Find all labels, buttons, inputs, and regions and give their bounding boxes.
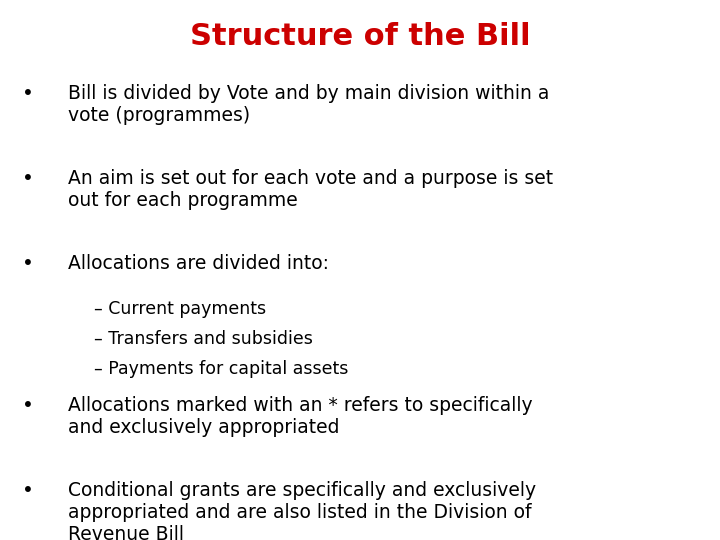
Text: – Current payments: – Current payments [94,300,266,318]
Text: Structure of the Bill: Structure of the Bill [189,22,531,51]
Text: •: • [22,169,33,188]
Text: •: • [22,481,33,500]
Text: •: • [22,396,33,415]
Text: Allocations marked with an * refers to specifically
and exclusively appropriated: Allocations marked with an * refers to s… [68,396,533,437]
Text: – Payments for capital assets: – Payments for capital assets [94,360,348,377]
Text: •: • [22,84,33,103]
Text: – Transfers and subsidies: – Transfers and subsidies [94,330,312,348]
Text: Allocations are divided into:: Allocations are divided into: [68,254,329,273]
Text: •: • [22,254,33,273]
Text: An aim is set out for each vote and a purpose is set
out for each programme: An aim is set out for each vote and a pu… [68,169,554,210]
Text: Bill is divided by Vote and by main division within a
vote (programmes): Bill is divided by Vote and by main divi… [68,84,550,125]
Text: Conditional grants are specifically and exclusively
appropriated and are also li: Conditional grants are specifically and … [68,481,536,540]
